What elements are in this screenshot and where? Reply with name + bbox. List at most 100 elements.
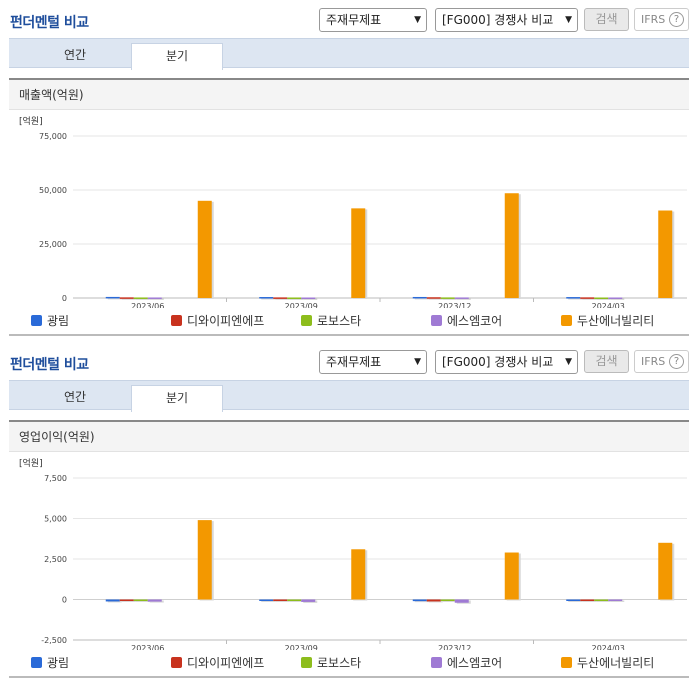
bar-shadow [261, 600, 276, 602]
bar[interactable] [412, 599, 427, 602]
bar[interactable] [119, 599, 134, 602]
bar-shadow [289, 600, 304, 602]
bar[interactable] [105, 296, 120, 299]
legend-item[interactable]: 로보스타 [301, 313, 361, 329]
bar[interactable] [580, 297, 595, 299]
tab-quarterly[interactable]: 분기 [131, 43, 223, 70]
bar[interactable] [426, 297, 441, 299]
bar[interactable] [119, 297, 134, 299]
legend-item[interactable]: 디와이피엔에프 [171, 655, 264, 671]
legend-item[interactable]: 에스엠코어 [431, 313, 502, 329]
peer-select[interactable]: [FG000] 경쟁사 비교 ▼ [435, 8, 578, 32]
bar[interactable] [301, 599, 316, 602]
bar[interactable] [566, 599, 581, 602]
legend-item[interactable]: 에스엠코어 [431, 655, 502, 671]
bar[interactable] [133, 599, 148, 602]
legend-item[interactable]: 두산에너빌리티 [561, 655, 654, 671]
ifrs-help-button[interactable]: IFRS? [634, 350, 689, 373]
bar[interactable] [608, 599, 623, 602]
y-tick-label: -2,500 [41, 636, 67, 645]
bar[interactable] [287, 599, 302, 602]
fundamental-section-sales: 펀더멘털 비교 주재무제표 ▼ [FG000] 경쟁사 비교 ▼ 검색 IFRS? … [9, 8, 689, 336]
legend-item[interactable]: 두산에너빌리티 [561, 313, 654, 329]
bar[interactable] [454, 297, 469, 299]
fundamental-section-operating-profit: 펀더멘털 비교 주재무제표 ▼ [FG000] 경쟁사 비교 ▼ 검색 IFRS? … [0, 342, 696, 684]
bar-shadow [121, 298, 136, 300]
bar[interactable] [351, 549, 366, 600]
legend-label: 로보스타 [317, 656, 362, 670]
bar-shadow [261, 298, 276, 300]
ifrs-help-button[interactable]: IFRS? [634, 8, 689, 31]
legend-label: 두산에너빌리티 [577, 656, 655, 670]
legend-label: 디와이피엔에프 [187, 656, 265, 670]
legend-swatch [171, 315, 182, 326]
section-title: 펀더멘털 비교 [10, 357, 89, 373]
bar[interactable] [105, 599, 120, 602]
bar[interactable] [454, 599, 469, 603]
x-tick-label: 2023/12 [438, 644, 471, 650]
bar[interactable] [273, 297, 288, 299]
bar[interactable] [440, 297, 455, 299]
bar[interactable] [259, 599, 274, 602]
bar[interactable] [608, 297, 623, 299]
bar[interactable] [504, 193, 519, 298]
x-tick-label: 2023/09 [285, 644, 318, 650]
statement-select[interactable]: 주재무제표 ▼ [319, 350, 427, 374]
y-tick-label: 2,500 [44, 555, 67, 564]
bar[interactable] [287, 297, 302, 299]
bar[interactable] [658, 542, 673, 600]
bar-shadow [582, 298, 597, 300]
statement-select[interactable]: 주재무제표 ▼ [319, 8, 427, 32]
ifrs-label: IFRS [641, 13, 666, 26]
search-button[interactable]: 검색 [584, 8, 629, 31]
bar[interactable] [259, 297, 274, 299]
bar[interactable] [197, 200, 212, 298]
bar[interactable] [580, 599, 595, 602]
bar[interactable] [440, 599, 455, 602]
bar[interactable] [594, 297, 609, 300]
legend-swatch [301, 657, 312, 668]
bar[interactable] [566, 297, 581, 299]
y-tick-label: 7,500 [44, 474, 67, 483]
bar-shadow [610, 298, 625, 300]
bar[interactable] [147, 599, 162, 602]
legend-label: 로보스타 [317, 314, 362, 328]
peer-select[interactable]: [FG000] 경쟁사 비교 ▼ [435, 350, 578, 374]
bar[interactable] [658, 210, 673, 298]
bar[interactable] [301, 297, 316, 300]
bar-shadow [582, 600, 597, 602]
bar[interactable] [351, 208, 366, 298]
bar-shadow [303, 298, 318, 301]
y-tick-label: 0 [62, 294, 67, 303]
legend-item[interactable]: 로보스타 [301, 655, 361, 671]
bar[interactable] [133, 297, 148, 299]
bar-shadow [275, 600, 290, 602]
bar-shadow [456, 298, 471, 300]
tab-quarterly[interactable]: 분기 [131, 385, 223, 412]
tab-annual[interactable]: 연간 [63, 390, 87, 404]
chevron-down-icon: ▼ [565, 15, 572, 25]
legend-item[interactable]: 광림 [31, 655, 69, 671]
bar[interactable] [147, 297, 162, 299]
x-tick-label: 2024/03 [592, 302, 625, 308]
chart-legend: 광림 디와이피엔에프 로보스타 에스엠코어 두산에너빌리티 [31, 313, 681, 329]
bar[interactable] [273, 599, 288, 602]
legend-item[interactable]: 광림 [31, 313, 69, 329]
peer-select-value: [FG000] 경쟁사 비교 [442, 355, 554, 369]
bar-shadow [149, 298, 164, 300]
bar[interactable] [426, 599, 441, 602]
legend-swatch [431, 315, 442, 326]
search-button[interactable]: 검색 [584, 350, 629, 373]
bar[interactable] [197, 520, 212, 600]
bar[interactable] [504, 552, 519, 600]
legend-swatch [301, 315, 312, 326]
bar-shadow [596, 600, 611, 602]
bar[interactable] [412, 296, 427, 299]
legend-item[interactable]: 디와이피엔에프 [171, 313, 264, 329]
bar-shadow [568, 600, 583, 602]
bar-shadow [442, 298, 457, 300]
bar-shadow [610, 600, 625, 602]
statement-select-value: 주재무제표 [326, 13, 382, 27]
tab-annual[interactable]: 연간 [63, 48, 87, 62]
bar[interactable] [594, 599, 609, 602]
